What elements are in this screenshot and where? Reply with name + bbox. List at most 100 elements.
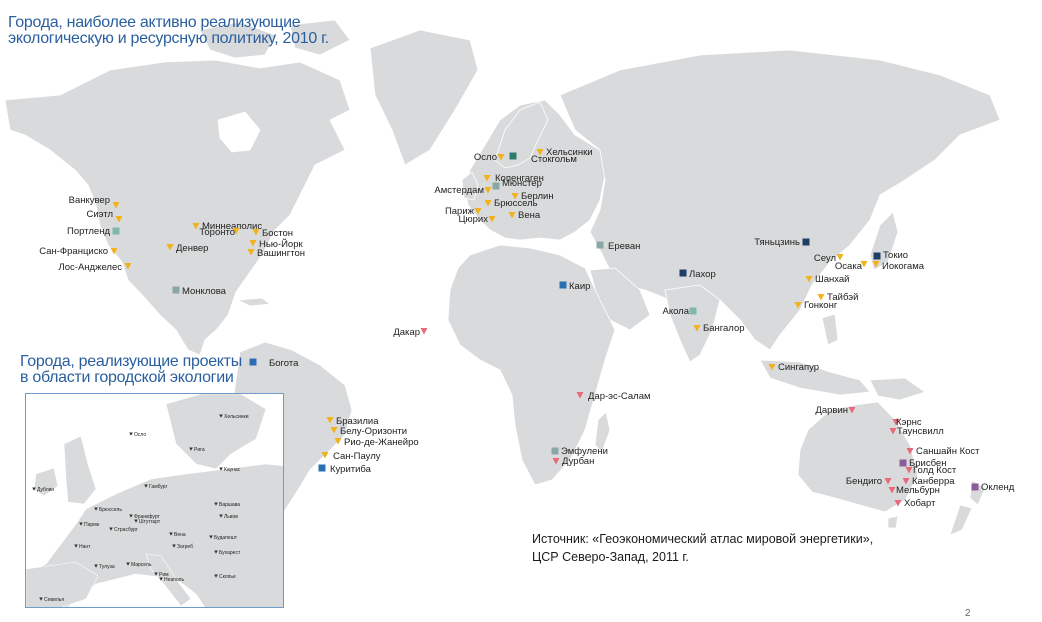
city-label: Дакар (393, 327, 420, 338)
inset-city-marker (39, 597, 43, 601)
inset-city-marker (214, 574, 218, 578)
city-label: Голд Кост (913, 465, 957, 476)
city-label: Вашингтон (257, 248, 305, 259)
inset-city-label: Неаполь (164, 577, 184, 583)
inset-city-marker (154, 572, 158, 576)
city-marker (552, 458, 560, 465)
madagascar-shape (594, 411, 611, 453)
inset-scandinavia (165, 394, 267, 470)
inset-city-marker (219, 514, 223, 518)
city-label: Иокогама (882, 261, 925, 272)
city-marker (888, 487, 896, 494)
city-marker (492, 182, 500, 190)
city-label: Сан-Паулу (333, 451, 381, 462)
city-marker (192, 223, 200, 230)
inset-title-line-1: Города, реализующие проекты (20, 353, 242, 370)
inset-city-marker (94, 564, 98, 568)
inset-city-label: Тулуза (99, 564, 115, 570)
city-marker (884, 478, 892, 485)
city-label: Кэрнс (896, 417, 922, 428)
city-label: Сан-Франциско (39, 246, 108, 257)
city-marker (124, 263, 132, 270)
city-label: Стокгольм (531, 154, 577, 165)
page-number: 2 (965, 608, 971, 619)
inset-city-label: Бухарест (219, 550, 241, 556)
city-label: Цюрих (459, 214, 489, 225)
city-label: Токио (883, 250, 908, 261)
city-label: Лахор (689, 269, 716, 280)
inset-city-marker (74, 544, 78, 548)
city-label: Монклова (182, 286, 227, 297)
inset-britain (63, 435, 97, 505)
city-label: Бразилиа (336, 416, 379, 427)
inset-city-label: Гамбург (149, 484, 168, 490)
inset-city-label: Франкфурт (134, 514, 160, 520)
city-marker (509, 152, 517, 160)
inset-iberia (26, 561, 99, 607)
inset-city-label: Дублин (37, 487, 54, 493)
city-marker (872, 261, 880, 268)
city-marker (334, 438, 342, 445)
city-label: Сиэтл (87, 209, 114, 220)
city-label: Акола (662, 306, 689, 317)
city-label: Шанхай (815, 274, 849, 285)
city-marker (848, 407, 856, 414)
city-label: Саншайн Кост (916, 446, 980, 457)
scandinavia-shape (494, 101, 549, 169)
city-label: Канберра (912, 476, 955, 487)
city-label: Портленд (67, 226, 110, 237)
new-guinea-shape (869, 377, 926, 401)
inset-land (26, 394, 283, 607)
city-label: Берлин (521, 191, 554, 202)
inset-city-label: Вена (174, 532, 186, 538)
city-marker (802, 238, 810, 246)
inset-city-label: Скопье (219, 574, 236, 580)
city-label: Окленд (981, 482, 1015, 493)
city-marker (488, 216, 496, 223)
inset-title: Города, реализующие проекты в области го… (20, 354, 260, 386)
north-america-shape (4, 59, 351, 356)
city-marker (247, 249, 255, 256)
city-marker (232, 228, 240, 235)
city-label: Ванкувер (69, 195, 110, 206)
city-label: Бендиго (846, 476, 882, 487)
inset-city-marker (126, 562, 130, 566)
city-marker (172, 286, 180, 294)
inset-city-marker (214, 550, 218, 554)
city-label: Хобарт (904, 498, 936, 509)
inset-city-marker (209, 535, 213, 539)
city-marker (536, 149, 544, 156)
inset-city-marker (144, 484, 148, 488)
inset-city-label: Осло (134, 432, 146, 438)
city-marker (860, 261, 868, 268)
city-label: Денвер (176, 243, 208, 254)
inset-ireland (33, 467, 59, 497)
inset-city-label: Будапешт (214, 535, 238, 541)
city-label: Рио-де-Жанейро (344, 437, 419, 448)
inset-city-marker (109, 527, 113, 531)
inset-city-label: Рига (194, 447, 205, 453)
inset-city-marker (129, 514, 133, 518)
city-marker (899, 459, 907, 467)
city-label: Эмфулени (561, 446, 608, 457)
city-marker (892, 419, 900, 426)
philippines-shape (821, 313, 839, 346)
city-marker (474, 208, 482, 215)
inset-city-label: Рим (159, 572, 169, 578)
city-label: Сеул (814, 253, 836, 264)
city-marker (971, 483, 979, 491)
city-label: Ереван (608, 241, 640, 252)
source-note: Источник: «Геоэкономический атлас мирово… (532, 530, 873, 566)
inset-city-label: Марсель (131, 562, 152, 568)
city-label: Каир (569, 281, 590, 292)
indonesia-shape (759, 359, 871, 396)
inset-city-label: Львов (224, 514, 238, 520)
city-marker (321, 452, 329, 459)
city-label: Миннеаполис (202, 221, 262, 232)
europe-shape (464, 99, 606, 241)
source-line-2: ЦСР Северо-Запад, 2011 г. (532, 550, 689, 564)
inset-city-marker (134, 519, 138, 523)
inset-city-marker (169, 532, 173, 536)
inset-city-marker (32, 487, 36, 491)
map-title-line-1: Города, наиболее активно реализующие (8, 14, 301, 31)
